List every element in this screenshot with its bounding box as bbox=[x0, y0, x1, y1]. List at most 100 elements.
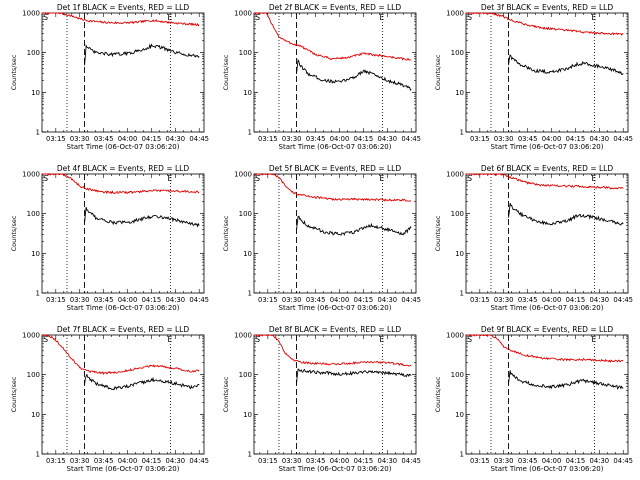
x-tick-label: 04:30 bbox=[590, 457, 610, 465]
x-tick-label: 03:45 bbox=[306, 296, 326, 304]
y-tick-label: 1000 bbox=[446, 171, 464, 179]
y-axis-label: Counts/sec bbox=[434, 54, 442, 90]
x-tick-label: 04:00 bbox=[330, 457, 350, 465]
x-tick-label: 04:45 bbox=[189, 457, 209, 465]
series-line-events bbox=[296, 368, 412, 384]
series-line-lld bbox=[253, 173, 412, 202]
x-axis-label: Start Time (06-Oct-07 03:06:20) bbox=[491, 143, 604, 151]
y-tick-label: 1000 bbox=[234, 10, 252, 18]
x-tick-label: 04:15 bbox=[142, 296, 162, 304]
y-tick-label: 1 bbox=[460, 451, 464, 459]
x-tick-label: 04:30 bbox=[590, 296, 610, 304]
interval-marker-e: E bbox=[380, 335, 385, 344]
series-line-lld bbox=[254, 334, 412, 367]
y-tick-label: 100 bbox=[27, 371, 40, 379]
interval-marker-s: S bbox=[255, 174, 260, 183]
x-tick-label: 04:00 bbox=[118, 135, 138, 143]
x-tick-label: 04:45 bbox=[189, 296, 209, 304]
series-line-events bbox=[508, 54, 624, 75]
x-tick-label: 03:30 bbox=[70, 135, 90, 143]
y-axis-label: Counts/sec bbox=[10, 54, 18, 90]
x-axis-label: Start Time (06-Oct-07 03:06:20) bbox=[67, 465, 180, 473]
x-tick-label: 03:30 bbox=[70, 296, 90, 304]
x-axis-label: Start Time (06-Oct-07 03:06:20) bbox=[279, 465, 392, 473]
series-line-events bbox=[296, 58, 412, 91]
series-line-events bbox=[296, 215, 412, 236]
y-tick-label: 10 bbox=[243, 411, 252, 419]
interval-marker-s: S bbox=[255, 13, 260, 22]
plot-frame bbox=[253, 12, 417, 133]
chart-panel-3: Det 3f BLACK = Events, RED = LLD 1 10 100 10… bbox=[434, 3, 633, 151]
x-tick-label: 03:15 bbox=[258, 296, 278, 304]
y-tick-label: 100 bbox=[239, 49, 252, 57]
x-tick-label: 04:15 bbox=[566, 135, 586, 143]
y-tick-label: 1 bbox=[36, 129, 40, 137]
series-line-lld bbox=[465, 12, 624, 36]
chart-title: Det 9f BLACK = Events, RED = LLD bbox=[481, 325, 614, 334]
x-tick-label: 04:45 bbox=[613, 296, 633, 304]
x-tick-label: 04:00 bbox=[542, 135, 562, 143]
x-tick-label: 04:00 bbox=[542, 457, 562, 465]
interval-marker-s: S bbox=[467, 174, 472, 183]
chart-panel-2: Det 2f BLACK = Events, RED = LLD 1 10 100 10… bbox=[222, 3, 421, 151]
y-tick-label: 10 bbox=[31, 250, 40, 258]
x-tick-label: 03:15 bbox=[46, 135, 66, 143]
series-line-lld bbox=[41, 334, 200, 375]
series-line-lld bbox=[41, 173, 200, 195]
series-line-lld bbox=[465, 173, 624, 190]
interval-marker-e: E bbox=[168, 335, 173, 344]
x-tick-label: 03:45 bbox=[518, 135, 538, 143]
y-tick-label: 10 bbox=[243, 89, 252, 97]
x-tick-label: 03:15 bbox=[470, 296, 490, 304]
y-tick-label: 1 bbox=[248, 129, 252, 137]
x-tick-label: 04:30 bbox=[378, 296, 398, 304]
y-tick-label: 100 bbox=[451, 49, 464, 57]
chart-title: Det 8f BLACK = Events, RED = LLD bbox=[269, 325, 402, 334]
y-tick-label: 10 bbox=[455, 89, 464, 97]
x-tick-label: 03:30 bbox=[282, 457, 302, 465]
chart-panel-8: Det 8f BLACK = Events, RED = LLD 1 10 100 10… bbox=[222, 325, 421, 473]
y-tick-label: 1000 bbox=[22, 10, 40, 18]
y-tick-label: 1000 bbox=[22, 332, 40, 340]
y-tick-label: 100 bbox=[27, 49, 40, 57]
x-tick-label: 03:45 bbox=[94, 296, 114, 304]
x-tick-label: 04:15 bbox=[566, 296, 586, 304]
x-tick-label: 04:00 bbox=[118, 457, 138, 465]
x-tick-label: 04:00 bbox=[330, 135, 350, 143]
x-tick-label: 04:15 bbox=[354, 457, 374, 465]
y-axis-label: Counts/sec bbox=[10, 215, 18, 251]
x-tick-label: 03:30 bbox=[494, 296, 514, 304]
chart-title: Det 2f BLACK = Events, RED = LLD bbox=[269, 3, 402, 12]
x-tick-label: 04:30 bbox=[166, 296, 186, 304]
x-tick-label: 04:45 bbox=[401, 457, 421, 465]
x-tick-label: 03:45 bbox=[306, 135, 326, 143]
chart-title: Det 3f BLACK = Events, RED = LLD bbox=[481, 3, 614, 12]
x-tick-label: 04:30 bbox=[166, 135, 186, 143]
interval-marker-e: E bbox=[380, 13, 385, 22]
x-tick-label: 03:30 bbox=[494, 457, 514, 465]
x-tick-label: 04:15 bbox=[354, 296, 374, 304]
interval-marker-s: S bbox=[43, 174, 48, 183]
chart-title: Det 5f BLACK = Events, RED = LLD bbox=[269, 164, 402, 173]
x-axis-label: Start Time (06-Oct-07 03:06:20) bbox=[491, 304, 604, 312]
x-tick-label: 03:15 bbox=[470, 457, 490, 465]
x-tick-label: 03:45 bbox=[94, 135, 114, 143]
y-tick-label: 1 bbox=[460, 129, 464, 137]
interval-marker-e: E bbox=[168, 174, 173, 183]
x-tick-label: 04:15 bbox=[142, 135, 162, 143]
x-tick-label: 03:30 bbox=[282, 296, 302, 304]
y-tick-label: 1000 bbox=[234, 171, 252, 179]
interval-marker-e: E bbox=[592, 335, 597, 344]
series-line-lld bbox=[253, 12, 412, 61]
x-axis-label: Start Time (06-Oct-07 03:06:20) bbox=[67, 304, 180, 312]
y-tick-label: 10 bbox=[31, 411, 40, 419]
y-tick-label: 100 bbox=[239, 210, 252, 218]
y-axis-label: Counts/sec bbox=[10, 376, 18, 412]
x-tick-label: 03:15 bbox=[46, 457, 66, 465]
x-axis-label: Start Time (06-Oct-07 03:06:20) bbox=[279, 143, 392, 151]
interval-marker-e: E bbox=[168, 13, 173, 22]
y-tick-label: 10 bbox=[31, 89, 40, 97]
x-tick-label: 03:45 bbox=[518, 457, 538, 465]
x-axis-label: Start Time (06-Oct-07 03:06:20) bbox=[279, 304, 392, 312]
y-tick-label: 10 bbox=[455, 250, 464, 258]
